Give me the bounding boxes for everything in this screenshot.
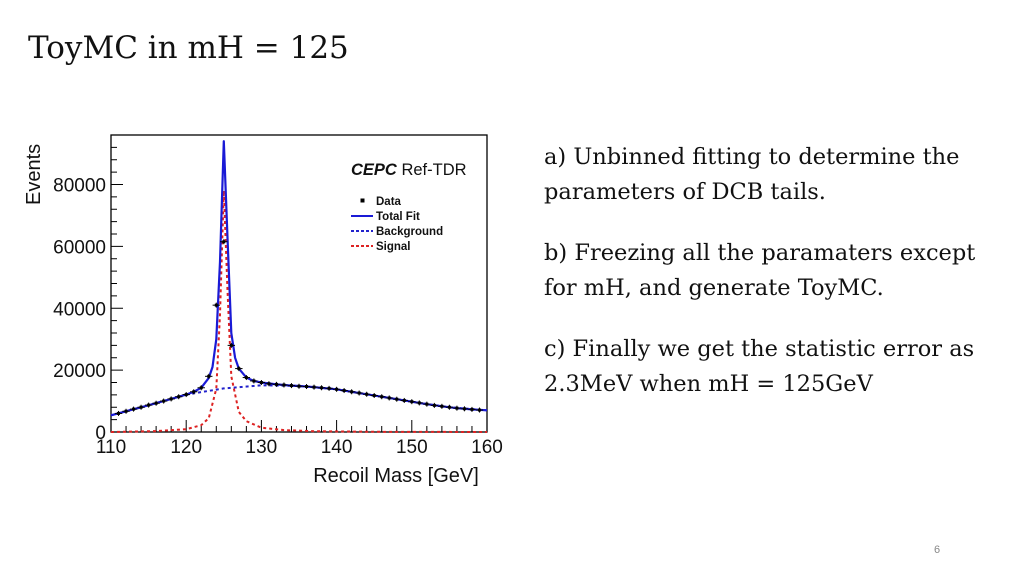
data-point [347, 389, 356, 395]
slide-title: ToyMC in mH = 125 [28, 30, 349, 66]
data-point [129, 406, 138, 412]
y-tick-label: 0 [95, 423, 106, 444]
x-tick-label: 140 [321, 437, 353, 458]
data-point [159, 398, 168, 404]
data-point [302, 384, 311, 390]
legend: Data Total Fit Background Signal [351, 196, 443, 253]
data-point [174, 394, 183, 400]
data-point [235, 366, 243, 372]
data-point [362, 391, 371, 397]
data-point [355, 390, 363, 396]
data-point [242, 375, 251, 381]
brand-label: CEPC Ref-TDR [351, 161, 467, 179]
bullet-item-b: b) Freezing all the paramaters except fo… [544, 240, 976, 301]
data-point [280, 382, 288, 388]
legend-data-label: Data [376, 196, 402, 208]
data-point [317, 385, 326, 391]
data-point [122, 408, 130, 414]
legend-total-fit-label: Total Fit [376, 211, 420, 223]
data-point [445, 404, 454, 410]
x-tick-label: 120 [170, 437, 202, 458]
data-point [438, 403, 446, 409]
data-point [190, 389, 198, 395]
series-total-fit [110, 140, 488, 417]
brand-cepc: CEPC [351, 161, 398, 179]
data-point [453, 405, 461, 411]
data-point [212, 302, 220, 308]
x-tick-label: 130 [246, 437, 278, 458]
data-point [400, 397, 408, 403]
x-tick-label: 110 [96, 437, 126, 458]
data-point [415, 400, 424, 406]
data-point [378, 394, 386, 400]
data-point [423, 401, 431, 407]
bullet-item-c: c) Finally we get the statistic error as… [544, 336, 975, 397]
y-axis-label: Events [23, 144, 45, 205]
y-tick-label: 20000 [53, 361, 106, 382]
data-point [408, 399, 416, 405]
y-tick-label: 80000 [53, 176, 106, 197]
data-point [325, 385, 333, 391]
data-point [468, 406, 476, 412]
data-point [265, 381, 273, 387]
y-tick-label: 60000 [53, 237, 106, 258]
data-point [340, 388, 348, 394]
data-point [393, 396, 401, 402]
legend-signal-label: Signal [376, 241, 411, 253]
data-point [272, 381, 281, 387]
bullet-list: a) Unbinned fitting to determine the par… [544, 140, 984, 428]
data-point [257, 380, 266, 385]
x-tick-label: 150 [396, 437, 428, 458]
data-point [250, 378, 258, 384]
data-point [167, 396, 175, 402]
y-tick-label: 40000 [53, 299, 106, 320]
x-tick-label: 160 [471, 437, 503, 458]
data-point [182, 392, 190, 398]
data-point [332, 386, 341, 392]
data-point [287, 383, 296, 389]
data-point [295, 383, 303, 389]
brand-suffix: Ref-TDR [401, 161, 466, 179]
data-point [227, 342, 236, 348]
data-point [220, 239, 228, 245]
bullet-item-a: a) Unbinned fitting to determine the par… [544, 144, 960, 205]
data-point [430, 402, 439, 408]
data-point [205, 373, 213, 379]
data-point [114, 410, 123, 416]
data-point [370, 392, 378, 398]
x-axis-label: Recoil Mass [GeV] [313, 465, 479, 487]
data-point [144, 402, 153, 408]
data-point [152, 400, 160, 406]
data-point [310, 384, 318, 390]
legend-background-label: Background [376, 226, 443, 238]
data-point [197, 385, 205, 391]
data-point [460, 406, 469, 412]
data-point [475, 407, 484, 413]
series-signal [110, 189, 488, 433]
data-point [137, 404, 145, 410]
page-number: 6 [934, 544, 941, 556]
legend-data-marker [360, 198, 365, 203]
data-point [385, 395, 393, 401]
